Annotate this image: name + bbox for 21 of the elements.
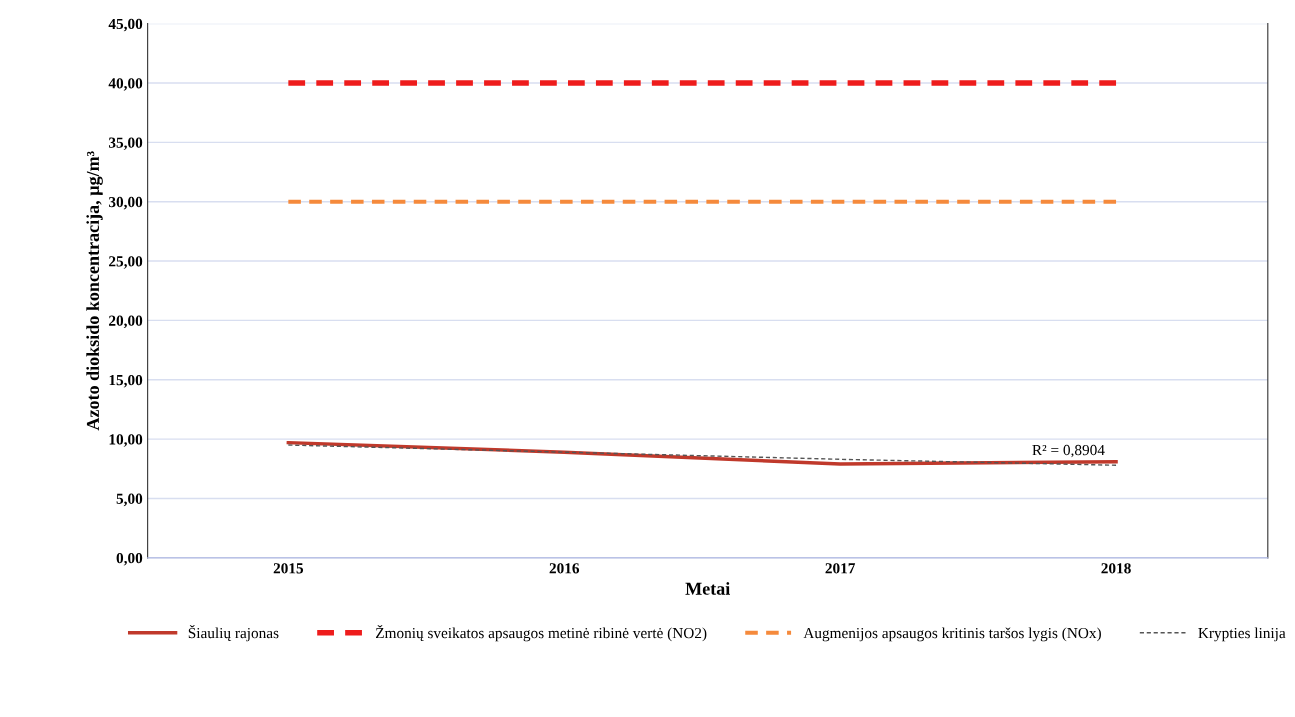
y-tick-label: 40,00 — [108, 78, 143, 91]
x-tick-label: 2015 — [273, 563, 304, 574]
legend-label: Krypties linija — [1198, 627, 1286, 642]
annotation: R² = 0,8904 — [1032, 444, 1105, 458]
y-tick-label: 10,00 — [109, 434, 143, 447]
y-tick-label: 30,00 — [108, 196, 143, 210]
legend-label: Augmenijos apsaugos kritinis taršos lygis (NOx) — [803, 627, 1101, 642]
y-tick-label: 45,00 — [108, 18, 143, 32]
y-axis-title: Azoto dioksido koncentracija, µg/m³ — [86, 151, 103, 431]
y-tick-label: 25,00 — [109, 256, 143, 269]
y-tick-label: 5,00 — [116, 493, 143, 507]
y-tick-label: 15,00 — [109, 374, 143, 388]
x-axis-title: Metai — [685, 582, 731, 595]
legend-label: Žmonių sveikatos apsaugos metinė ribinė vertė (NO2) — [375, 624, 707, 642]
y-tick-label: 20,00 — [109, 315, 143, 329]
x-tick-label: 2017 — [825, 563, 856, 574]
x-tick-label: 2016 — [549, 563, 580, 574]
y-tick-label: 35,00 — [108, 137, 143, 151]
x-tick-label: 2018 — [1101, 563, 1131, 574]
y-tick-label: 0,00 — [116, 552, 143, 566]
legend-label: Šiaulių rajonas — [188, 624, 279, 642]
